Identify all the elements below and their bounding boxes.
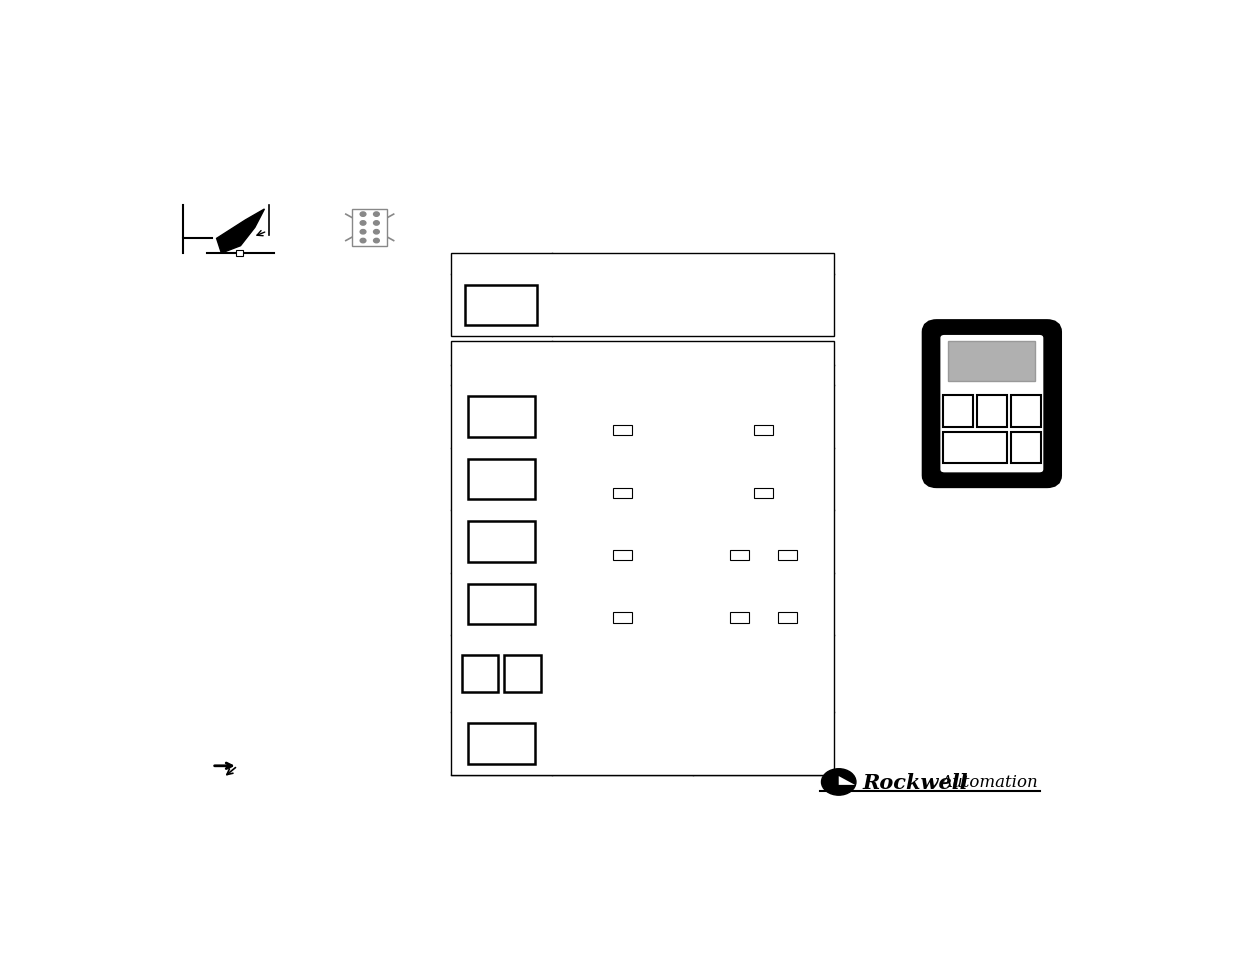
Bar <box>977 395 1007 427</box>
Bar <box>236 251 243 256</box>
Bar <box>730 613 750 623</box>
Polygon shape <box>216 210 264 253</box>
Bar <box>352 210 387 247</box>
Circle shape <box>373 239 379 244</box>
Circle shape <box>373 231 379 234</box>
Bar <box>468 459 535 499</box>
Bar <box>755 488 773 498</box>
Circle shape <box>361 239 366 244</box>
Bar <box>942 395 973 427</box>
Circle shape <box>373 221 379 226</box>
Text: Rockwell: Rockwell <box>862 772 968 792</box>
Bar <box>948 342 1035 382</box>
FancyBboxPatch shape <box>940 335 1044 474</box>
Bar <box>778 551 797 560</box>
Circle shape <box>821 769 856 796</box>
Circle shape <box>373 213 379 217</box>
Bar <box>462 656 499 692</box>
Bar <box>778 613 797 623</box>
Bar <box>613 551 632 560</box>
Bar <box>613 488 632 498</box>
Circle shape <box>361 231 366 234</box>
Bar <box>504 656 541 692</box>
Bar <box>468 396 535 437</box>
Bar <box>451 253 834 336</box>
Bar <box>1011 395 1041 427</box>
Bar <box>613 613 632 623</box>
Bar <box>755 426 773 436</box>
Bar <box>468 723 535 763</box>
Bar <box>1011 433 1041 464</box>
FancyBboxPatch shape <box>927 325 1056 483</box>
Bar <box>468 521 535 562</box>
Circle shape <box>361 221 366 226</box>
Bar <box>451 342 834 775</box>
Bar <box>468 584 535 624</box>
Bar <box>730 551 750 560</box>
Text: Automation: Automation <box>940 774 1037 791</box>
Bar <box>466 285 537 326</box>
Circle shape <box>361 213 366 217</box>
Bar <box>613 426 632 436</box>
Bar <box>942 433 1007 464</box>
Polygon shape <box>839 777 855 785</box>
